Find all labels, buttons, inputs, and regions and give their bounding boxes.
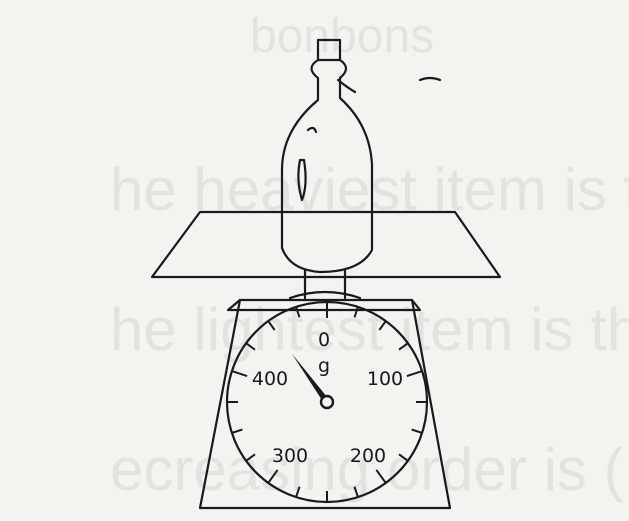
bottle-highlight	[297, 158, 307, 202]
dial-tick	[398, 342, 409, 351]
dial-ticks	[227, 302, 427, 502]
bottle	[280, 38, 374, 274]
dial-zero-label: 0	[318, 329, 330, 351]
bleed-through-text: bonbons he heaviest item is th he lighte…	[110, 10, 629, 503]
dial-label-300: 300	[272, 445, 308, 467]
dial-label-400: 400	[252, 368, 288, 390]
dial-tick	[353, 306, 359, 318]
dial-pivot	[319, 394, 335, 410]
dial-label-100: 100	[367, 368, 403, 390]
dial-tick	[398, 453, 409, 462]
dial-tick	[411, 428, 423, 434]
scale-body-top	[226, 298, 422, 312]
ghost-line-4: ecreasing order is (	[110, 436, 624, 503]
scale-dial: 0 g 100 200 300 400	[225, 300, 429, 504]
dial-tick	[245, 453, 256, 462]
bottle-highlight-top	[306, 126, 318, 134]
scale-body	[198, 298, 452, 510]
dial-tick	[267, 320, 276, 331]
dial-tick	[267, 469, 279, 484]
dial-tick	[295, 486, 301, 498]
dial-tick	[245, 342, 256, 351]
dial-tick	[406, 370, 423, 377]
dial-tick	[353, 486, 359, 498]
bottle-string	[336, 78, 357, 94]
ghost-line-3: he lightest item is th	[110, 296, 629, 363]
speck-mark	[418, 76, 442, 82]
dial-unit-label: g	[318, 355, 330, 377]
dial-label-200: 200	[350, 445, 386, 467]
scale-column-base	[288, 290, 362, 300]
dial-tick	[378, 320, 387, 331]
ghost-line-1: bonbons	[250, 10, 434, 63]
dial-needle	[291, 353, 330, 404]
dial-tick	[231, 428, 243, 434]
bottle-outline	[280, 58, 374, 274]
dial-tick	[375, 469, 387, 484]
dial-tick	[231, 370, 248, 377]
dial-tick	[295, 306, 301, 318]
scale-platform	[150, 210, 502, 279]
